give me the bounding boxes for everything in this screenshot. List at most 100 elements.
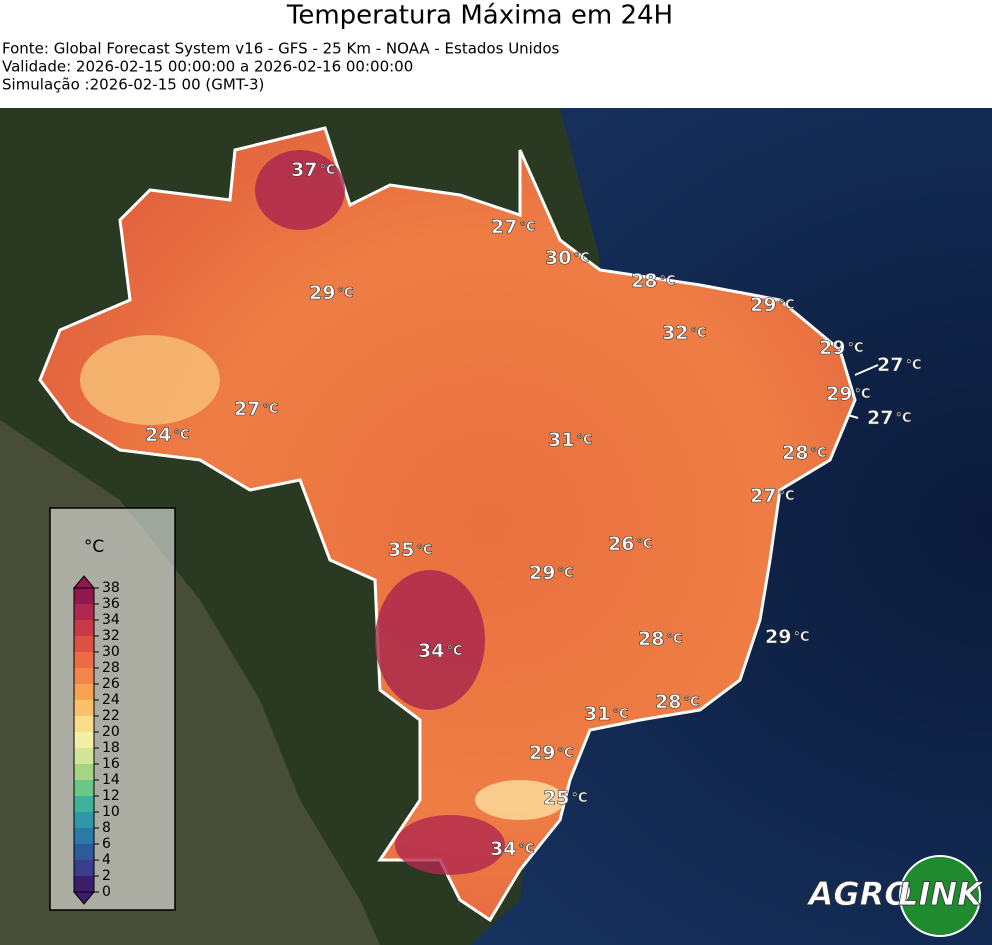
temperature-unit: °C xyxy=(173,428,189,443)
temperature-unit: °C xyxy=(793,630,809,645)
temperature-unit: °C xyxy=(612,707,628,722)
temperature-unit: °C xyxy=(778,489,794,504)
tick-label: 32 xyxy=(102,628,120,644)
cool-area xyxy=(80,335,220,425)
title: Temperatura Máxima em 24H xyxy=(286,1,673,31)
temperature-value: 27 xyxy=(234,398,260,420)
temperature-label: 31 °C xyxy=(584,703,629,725)
tick-label: 18 xyxy=(102,740,120,756)
temperature-value: 26 xyxy=(608,533,634,555)
color-segment xyxy=(74,604,94,620)
temperature-label: 29 °C xyxy=(529,562,574,584)
color-segment xyxy=(74,764,94,780)
temperature-value: 29 xyxy=(309,282,335,304)
cool-area xyxy=(475,780,565,820)
temperature-value: 31 xyxy=(548,429,574,451)
temperature-label: 27 °C xyxy=(867,407,912,429)
colorbar-box xyxy=(49,507,176,911)
tick-label: 28 xyxy=(102,660,120,676)
tick-label: 26 xyxy=(102,676,120,692)
color-segment xyxy=(74,652,94,668)
tick-label: 10 xyxy=(102,804,120,820)
temperature-value: 31 xyxy=(584,703,610,725)
tick-label: 30 xyxy=(102,644,120,660)
temperature-value: 32 xyxy=(662,322,688,344)
temperature-value: 28 xyxy=(631,270,657,292)
source-line: Fonte: Global Forecast System v16 - GFS … xyxy=(2,40,560,58)
tick-label: 2 xyxy=(102,868,111,884)
temperature-label: 28 °C xyxy=(655,691,700,713)
temperature-unit: °C xyxy=(573,251,589,266)
temperature-unit: °C xyxy=(810,446,826,461)
logo-right: LINK xyxy=(898,875,984,913)
brazil xyxy=(38,126,857,923)
temperature-label: 31 °C xyxy=(548,429,593,451)
color-segment xyxy=(74,668,94,684)
color-segment xyxy=(74,700,94,716)
temperature-unit: °C xyxy=(666,632,682,647)
tick-label: 14 xyxy=(102,772,120,788)
temperature-unit: °C xyxy=(690,326,706,341)
temperature-value: 30 xyxy=(545,247,571,269)
color-segment xyxy=(74,716,94,732)
temperature-unit: °C xyxy=(847,341,863,356)
temperature-value: 28 xyxy=(655,691,681,713)
color-segment xyxy=(74,876,94,892)
temperature-label: 29 °C xyxy=(819,337,864,359)
color-segment xyxy=(74,684,94,700)
temperature-unit: °C xyxy=(683,695,699,710)
color-segment xyxy=(74,748,94,764)
temperature-label: 35 °C xyxy=(388,539,433,561)
color-segment xyxy=(74,588,94,604)
temperature-value: 24 xyxy=(145,424,171,446)
temperature-unit: °C xyxy=(518,842,534,857)
temperature-value: 29 xyxy=(529,742,555,764)
temperature-unit: °C xyxy=(778,298,794,313)
logo-circle xyxy=(899,855,981,937)
temperature-value: 27 xyxy=(750,485,776,507)
temperature-value: 34 xyxy=(418,640,444,662)
temperature-label: 32 °C xyxy=(662,322,707,344)
color-segment xyxy=(74,844,94,860)
temperature-label: 37 °C xyxy=(291,159,336,181)
temperature-label: 34 °C xyxy=(418,640,463,662)
temperature-value: 25 xyxy=(543,787,569,809)
pointer xyxy=(854,364,879,376)
temperature-label: 28 °C xyxy=(631,270,676,292)
color-segment xyxy=(74,636,94,652)
temperature-label: 27 °C xyxy=(491,216,536,238)
temperature-unit: °C xyxy=(636,537,652,552)
temperature-unit: °C xyxy=(895,411,911,426)
tick-label: 36 xyxy=(102,596,120,612)
temperature-value: 29 xyxy=(765,626,791,648)
temperature-unit: °C xyxy=(319,163,335,178)
temperature-unit: °C xyxy=(659,274,675,289)
temperature-label: 28 °C xyxy=(638,628,683,650)
temperature-label: 27 °C xyxy=(877,354,922,376)
temperature-label: 24 °C xyxy=(145,424,190,446)
temperature-label: 27 °C xyxy=(750,485,795,507)
color-segment xyxy=(74,796,94,812)
color-segment xyxy=(74,812,94,828)
tick-label: 12 xyxy=(102,788,120,804)
validity-line: Validade: 2026-02-15 00:00:00 a 2026-02-… xyxy=(2,58,413,76)
temperature-label: 26 °C xyxy=(608,533,653,555)
temperature-label: 29 °C xyxy=(750,294,795,316)
temperature-label: 28 °C xyxy=(782,442,827,464)
temperature-unit: °C xyxy=(519,220,535,235)
temperature-label: 30 °C xyxy=(545,247,590,269)
temperature-label: 34 °C xyxy=(490,838,535,860)
temperature-unit: °C xyxy=(446,644,462,659)
color-segment xyxy=(74,860,94,876)
pointer xyxy=(847,414,859,419)
temperature-labels: 37 °C27 °C30 °C28 °C29 °C29 °C32 °C29 °C27 °C29 °C… xyxy=(145,158,922,860)
temperature-unit: °C xyxy=(576,433,592,448)
temperature-label: 29 °C xyxy=(309,282,354,304)
temperature-label: 27 °C xyxy=(234,398,279,420)
tick-label: 34 xyxy=(102,612,120,628)
temperature-label: 25 °C xyxy=(543,787,588,809)
temperature-value: 27 xyxy=(877,354,903,376)
tick-label: 6 xyxy=(102,836,111,852)
simulation-line: Simulação :2026-02-15 00 (GMT-3) xyxy=(2,76,264,94)
